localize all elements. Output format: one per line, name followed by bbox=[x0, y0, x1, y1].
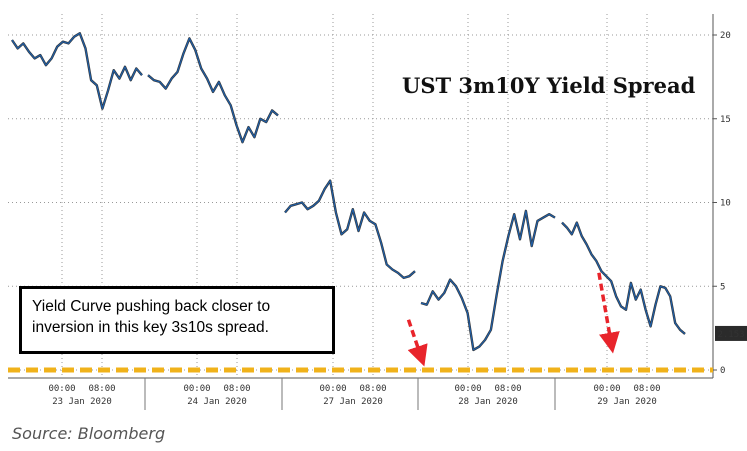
x-tick-label-6: 00:00 bbox=[454, 384, 481, 394]
y-tick-label-2: 10 bbox=[720, 199, 731, 209]
x-tick-label-0: 00:00 bbox=[48, 384, 75, 394]
series-line-3 bbox=[420, 210, 556, 351]
x-axis: 00:00 23 Jan 2020 08:00 00:00 24 Jan 2020 08:… bbox=[8, 377, 713, 410]
series-shadow-1 bbox=[147, 37, 279, 144]
x-tick-label-9: 08:00 bbox=[633, 384, 660, 394]
series-lines bbox=[8, 32, 713, 373]
x-tick-label-4: 00:00 bbox=[319, 384, 346, 394]
y-tick-label-1: 5 bbox=[720, 282, 725, 292]
x-date-label-0: 23 Jan 2020 bbox=[52, 397, 112, 407]
series-line-4 bbox=[561, 222, 686, 335]
x-tick-label-5: 08:00 bbox=[359, 384, 386, 394]
x-tick-label-1: 08:00 bbox=[88, 384, 115, 394]
x-date-label-4: 27 Jan 2020 bbox=[323, 397, 383, 407]
spread-chart: 00:00 23 Jan 2020 08:00 00:00 24 Jan 2020 08:… bbox=[8, 14, 747, 410]
chart-title: UST 3m10Y Yield Spread bbox=[402, 73, 696, 98]
x-date-label-6: 28 Jan 2020 bbox=[458, 397, 518, 407]
series-line-2 bbox=[284, 180, 416, 279]
x-date-label-8: 29 Jan 2020 bbox=[597, 397, 657, 407]
x-tick-label-8: 00:00 bbox=[593, 384, 620, 394]
x-date-label-2: 24 Jan 2020 bbox=[187, 397, 247, 407]
x-tick-label-2: 00:00 bbox=[183, 384, 210, 394]
x-tick-label-7: 08:00 bbox=[494, 384, 521, 394]
y-tick-label-4: 20 bbox=[720, 31, 731, 41]
source-note: Source: Bloomberg bbox=[12, 424, 166, 443]
y-tick-label-0: 0 bbox=[720, 366, 725, 376]
series-line-1 bbox=[147, 37, 279, 143]
x-tick-label-3: 08:00 bbox=[223, 384, 250, 394]
red-arrow-1 bbox=[597, 272, 620, 354]
red-arrow-0 bbox=[406, 319, 428, 367]
last-value-badge bbox=[715, 325, 747, 341]
last-value-label: 2.153 bbox=[717, 330, 744, 340]
arrow-annotations bbox=[406, 272, 620, 367]
series-line-0 bbox=[11, 32, 143, 110]
series-shadow-2 bbox=[284, 179, 416, 280]
callout-box: Yield Curve pushing back closer to inver… bbox=[19, 286, 335, 354]
series-shadow-4 bbox=[561, 221, 686, 335]
y-axis: 0 5 10 15 20 2.153 bbox=[712, 14, 747, 378]
y-tick-label-3: 15 bbox=[720, 115, 731, 125]
